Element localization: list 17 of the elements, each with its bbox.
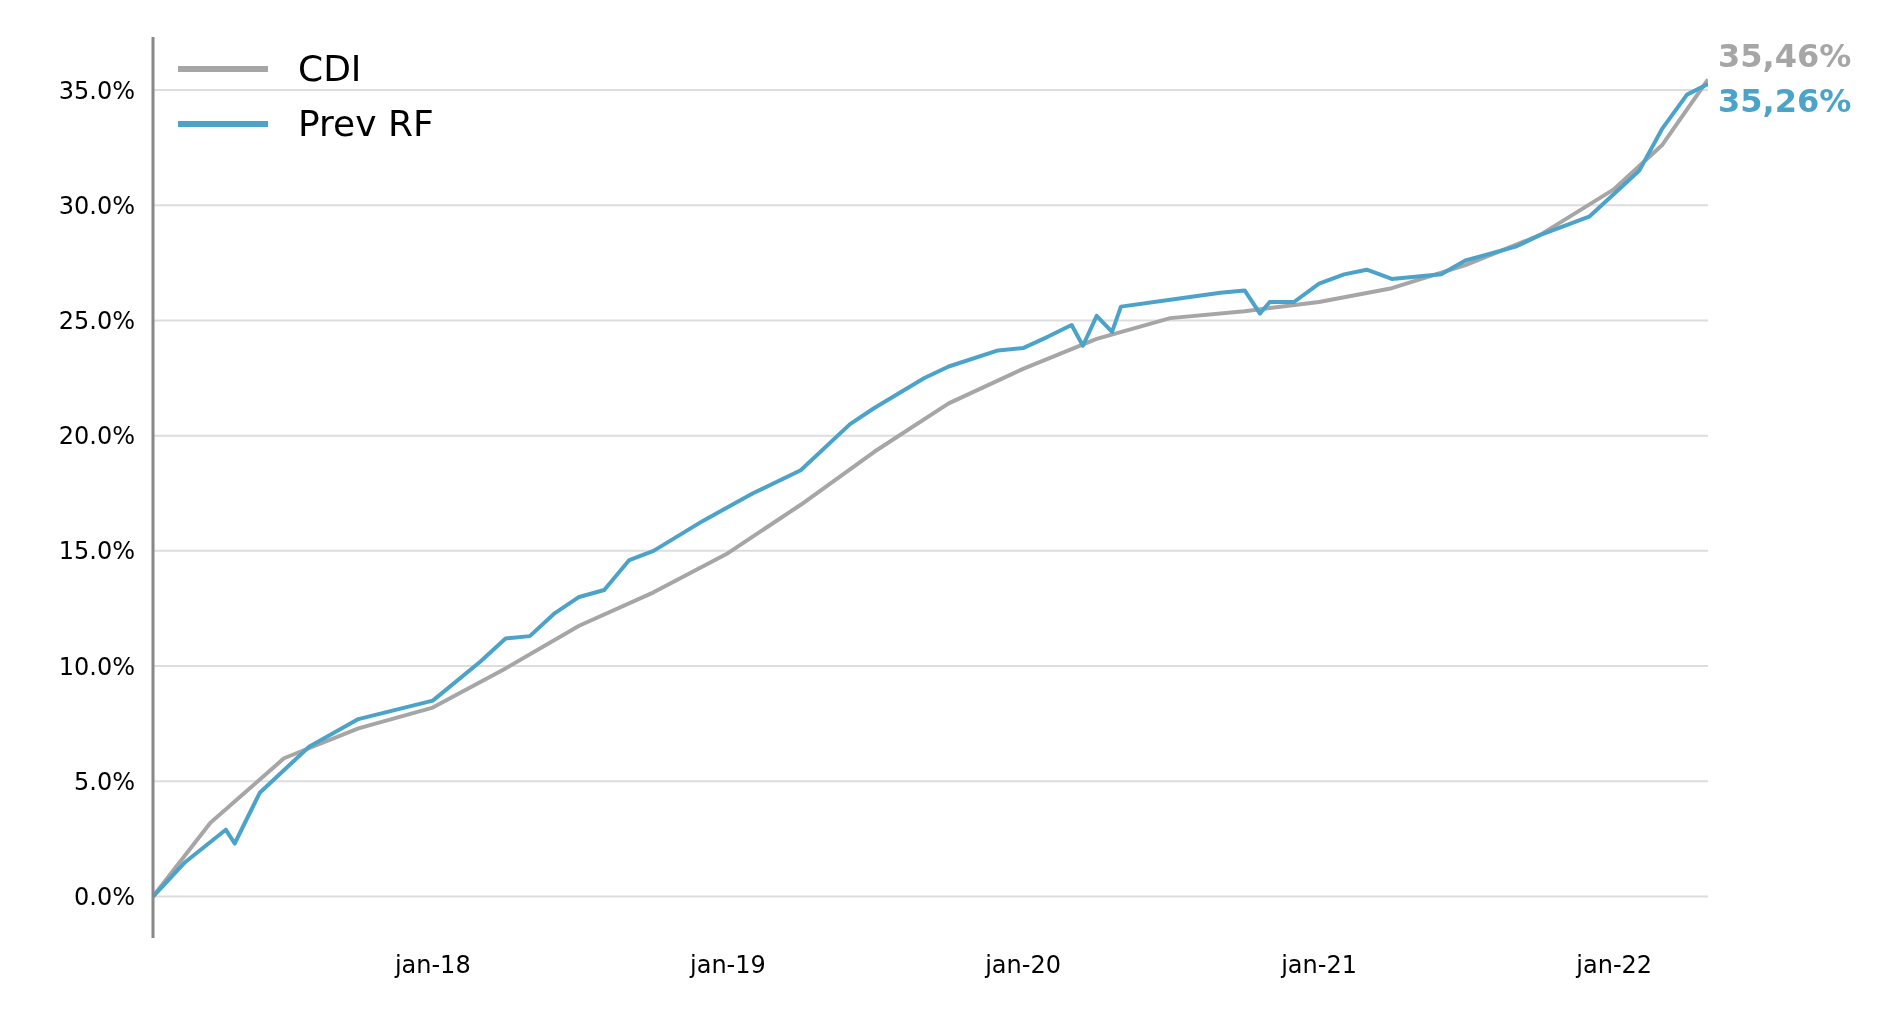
y-tick-label: 0.0% <box>74 883 135 912</box>
x-tick-label: jan-21 <box>1280 951 1357 980</box>
y-tick-label: 25.0% <box>58 306 135 335</box>
x-tick-label: jan-20 <box>984 951 1061 980</box>
x-tick-label: jan-19 <box>689 951 766 980</box>
x-tick-label: jan-18 <box>393 951 471 980</box>
y-tick-label: 15.0% <box>58 537 135 566</box>
y-tick-label: 35.0% <box>58 76 135 105</box>
y-tick-label: 10.0% <box>58 652 135 681</box>
x-tick-label: jan-22 <box>1575 951 1653 980</box>
y-tick-label: 20.0% <box>58 422 135 451</box>
y-tick-label: 5.0% <box>74 767 135 796</box>
y-tick-label: 30.0% <box>58 191 135 220</box>
annotation: 35,46% <box>1718 37 1852 76</box>
annotation: 35,26% <box>1718 82 1852 121</box>
legend-label: Prev RF <box>298 103 434 144</box>
legend-label: CDI <box>298 48 362 89</box>
